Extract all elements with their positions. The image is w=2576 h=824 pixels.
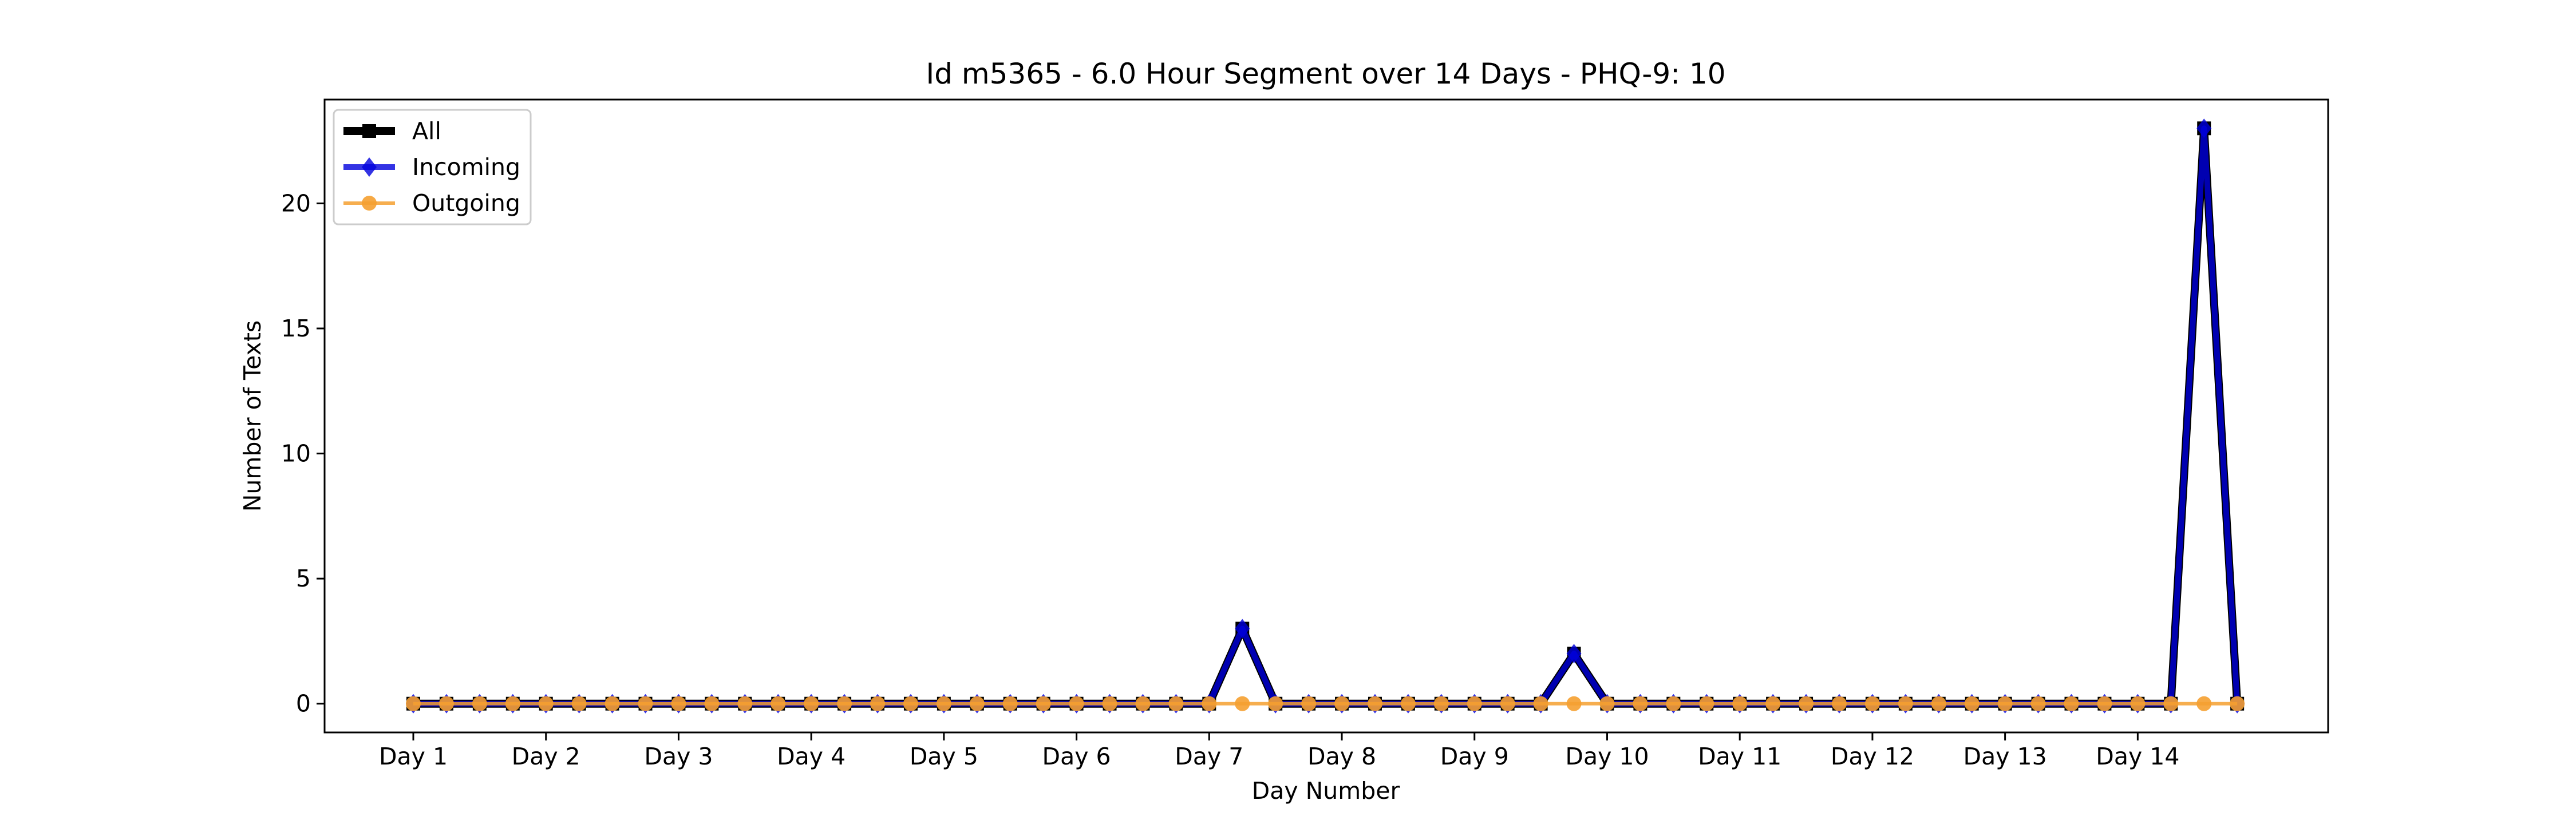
outgoing-series-point	[1334, 696, 1350, 711]
x-axis: Day 1 Day 2 Day 3 Day 4 Day 5 Day 6 Day 7 Day 8…	[379, 732, 2179, 770]
legend: All Incoming Outgoing	[333, 109, 532, 225]
incoming-series-point	[2196, 118, 2212, 138]
outgoing-series-point	[1666, 696, 1681, 711]
outgoing-series-point	[505, 696, 520, 711]
outgoing-series-point	[1433, 696, 1449, 711]
outgoing-series-point	[1599, 696, 1615, 711]
outgoing-series-point	[406, 696, 421, 711]
outgoing-series-point	[771, 696, 786, 711]
legend-label-outgoing: Outgoing	[412, 189, 520, 217]
x-tick-label: Day 7	[1175, 743, 1243, 770]
outgoing-series-point	[837, 696, 852, 711]
x-tick-label: Day 13	[1963, 743, 2047, 770]
series-layer	[406, 118, 2245, 714]
outgoing-series-point	[1202, 696, 1217, 711]
outgoing-series-point	[1002, 696, 1018, 711]
outgoing-series-point	[1699, 696, 1714, 711]
x-tick-label: Day 3	[644, 743, 713, 770]
x-tick-label: Day 2	[512, 743, 580, 770]
outgoing-series-point	[1898, 696, 1913, 711]
outgoing-series-point	[671, 696, 686, 711]
outgoing-series-point	[1268, 696, 1283, 711]
outgoing-series-point	[1102, 696, 1117, 711]
outgoing-series-point	[1168, 696, 1184, 711]
outgoing-series	[406, 696, 2245, 711]
outgoing-series-point	[1235, 696, 1250, 711]
x-tick-label: Day 4	[777, 743, 846, 770]
outgoing-series-point	[1135, 696, 1151, 711]
chart-title: Id m5365 - 6.0 Hour Segment over 14 Days…	[926, 57, 1725, 90]
x-tick-label: Day 11	[1698, 743, 1781, 770]
outgoing-series-point	[969, 696, 985, 711]
outgoing-series-point	[1467, 696, 1482, 711]
incoming-series-point	[1235, 619, 1250, 639]
outgoing-series-point	[1964, 696, 1980, 711]
x-tick-label: Day 14	[2096, 743, 2179, 770]
outgoing-series-point	[638, 696, 653, 711]
outgoing-series-point	[1633, 696, 1648, 711]
outgoing-series-point	[1799, 696, 1814, 711]
y-axis-label: Number of Texts	[239, 320, 266, 512]
legend-label-all: All	[412, 117, 441, 145]
y-tick-label: 5	[296, 565, 311, 592]
outgoing-series-point	[2097, 696, 2112, 711]
outgoing-series-point	[472, 696, 487, 711]
y-tick-label: 15	[281, 315, 311, 342]
legend-all-point	[362, 124, 376, 138]
outgoing-series-point	[1864, 696, 1880, 711]
outgoing-series-point	[1400, 696, 1416, 711]
outgoing-series-point	[1036, 696, 1051, 711]
outgoing-series-point	[2130, 696, 2146, 711]
outgoing-series-point	[1069, 696, 1084, 711]
outgoing-series-point	[1765, 696, 1781, 711]
x-tick-label: Day 9	[1440, 743, 1509, 770]
x-tick-label: Day 12	[1831, 743, 1914, 770]
outgoing-series-point	[1500, 696, 1515, 711]
outgoing-series-point	[1831, 696, 1847, 711]
x-tick-label: Day 6	[1042, 743, 1111, 770]
legend-label-incoming: Incoming	[412, 153, 520, 181]
x-tick-label: Day 8	[1307, 743, 1376, 770]
outgoing-series-point	[1997, 696, 2013, 711]
outgoing-series-point	[936, 696, 951, 711]
y-axis: 0 5 10 15 20	[281, 189, 325, 718]
outgoing-series-point	[903, 696, 918, 711]
y-tick-label: 10	[281, 440, 311, 468]
outgoing-series-point	[1732, 696, 1748, 711]
outgoing-series-point	[1931, 696, 1946, 711]
legend-box	[333, 109, 532, 225]
outgoing-series-point	[2230, 696, 2245, 711]
y-tick-label: 0	[296, 690, 311, 718]
x-tick-label: Day 1	[379, 743, 448, 770]
outgoing-series-point	[605, 696, 620, 711]
y-tick-label: 20	[281, 189, 311, 217]
x-tick-label: Day 5	[910, 743, 978, 770]
outgoing-series-point	[737, 696, 753, 711]
outgoing-series-point	[2163, 696, 2179, 711]
outgoing-series-point	[2064, 696, 2079, 711]
outgoing-series-point	[2030, 696, 2046, 711]
outgoing-series-point	[704, 696, 720, 711]
outgoing-series-point	[2196, 696, 2212, 711]
incoming-series-point	[1566, 644, 1582, 664]
plot-area-frame	[323, 98, 2329, 734]
outgoing-series-point	[870, 696, 886, 711]
outgoing-series-point	[438, 696, 454, 711]
outgoing-series-point	[1301, 696, 1317, 711]
outgoing-series-point	[1533, 696, 1548, 711]
outgoing-series-point	[538, 696, 554, 711]
outgoing-series-point	[571, 696, 587, 711]
outgoing-series-point	[804, 696, 819, 711]
legend-incoming-point	[362, 157, 377, 177]
outgoing-series-point	[1566, 696, 1582, 711]
x-axis-label: Day Number	[1252, 777, 1400, 805]
outgoing-series-point	[1367, 696, 1382, 711]
x-tick-label: Day 10	[1565, 743, 1649, 770]
legend-outgoing-point	[362, 196, 377, 211]
